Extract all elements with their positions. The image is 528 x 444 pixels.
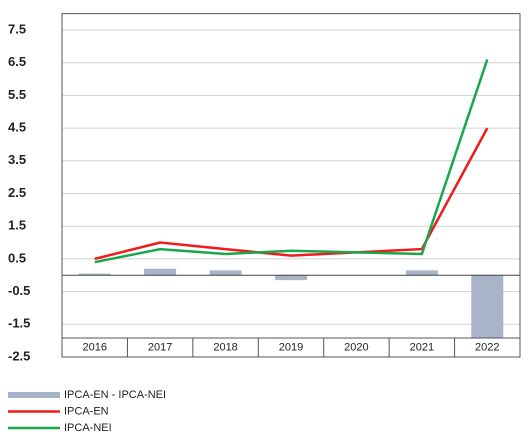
legend-label: IPCA-EN <box>64 405 109 417</box>
bar <box>471 275 504 344</box>
legend-label: IPCA-EN - IPCA-NEI <box>64 389 166 401</box>
y-tick-label: 0.5 <box>8 250 26 265</box>
y-tick-label: -2.5 <box>8 348 30 363</box>
y-tick-label: 6.5 <box>8 54 26 69</box>
x-tick-label: 2019 <box>279 341 303 353</box>
x-tick-label: 2021 <box>410 341 434 353</box>
y-tick-label: 1.5 <box>8 218 26 233</box>
plot-frame <box>61 13 521 358</box>
bar <box>275 275 307 281</box>
y-tick-label: 4.5 <box>8 120 26 135</box>
x-tick-label: 2018 <box>213 341 237 353</box>
x-tick-label: 2022 <box>475 341 499 353</box>
x-tick-label: 2016 <box>82 341 106 353</box>
y-tick-label: 7.5 <box>8 21 26 36</box>
y-tick-label: 2.5 <box>8 185 26 200</box>
bar <box>405 270 438 276</box>
bar <box>209 270 242 276</box>
y-tick-label: -1.5 <box>8 316 30 331</box>
legend-swatch <box>8 392 60 398</box>
bar <box>78 273 111 276</box>
y-tick-label: 5.5 <box>8 87 26 102</box>
x-tick-label: 2017 <box>148 341 172 353</box>
legend-label: IPCA-NEI <box>64 422 112 434</box>
x-tick-label: 2020 <box>344 341 368 353</box>
y-tick-label: 3.5 <box>8 152 26 167</box>
bar <box>144 268 177 276</box>
line <box>94 59 489 264</box>
line <box>94 127 489 261</box>
y-tick-label: -0.5 <box>8 283 30 298</box>
